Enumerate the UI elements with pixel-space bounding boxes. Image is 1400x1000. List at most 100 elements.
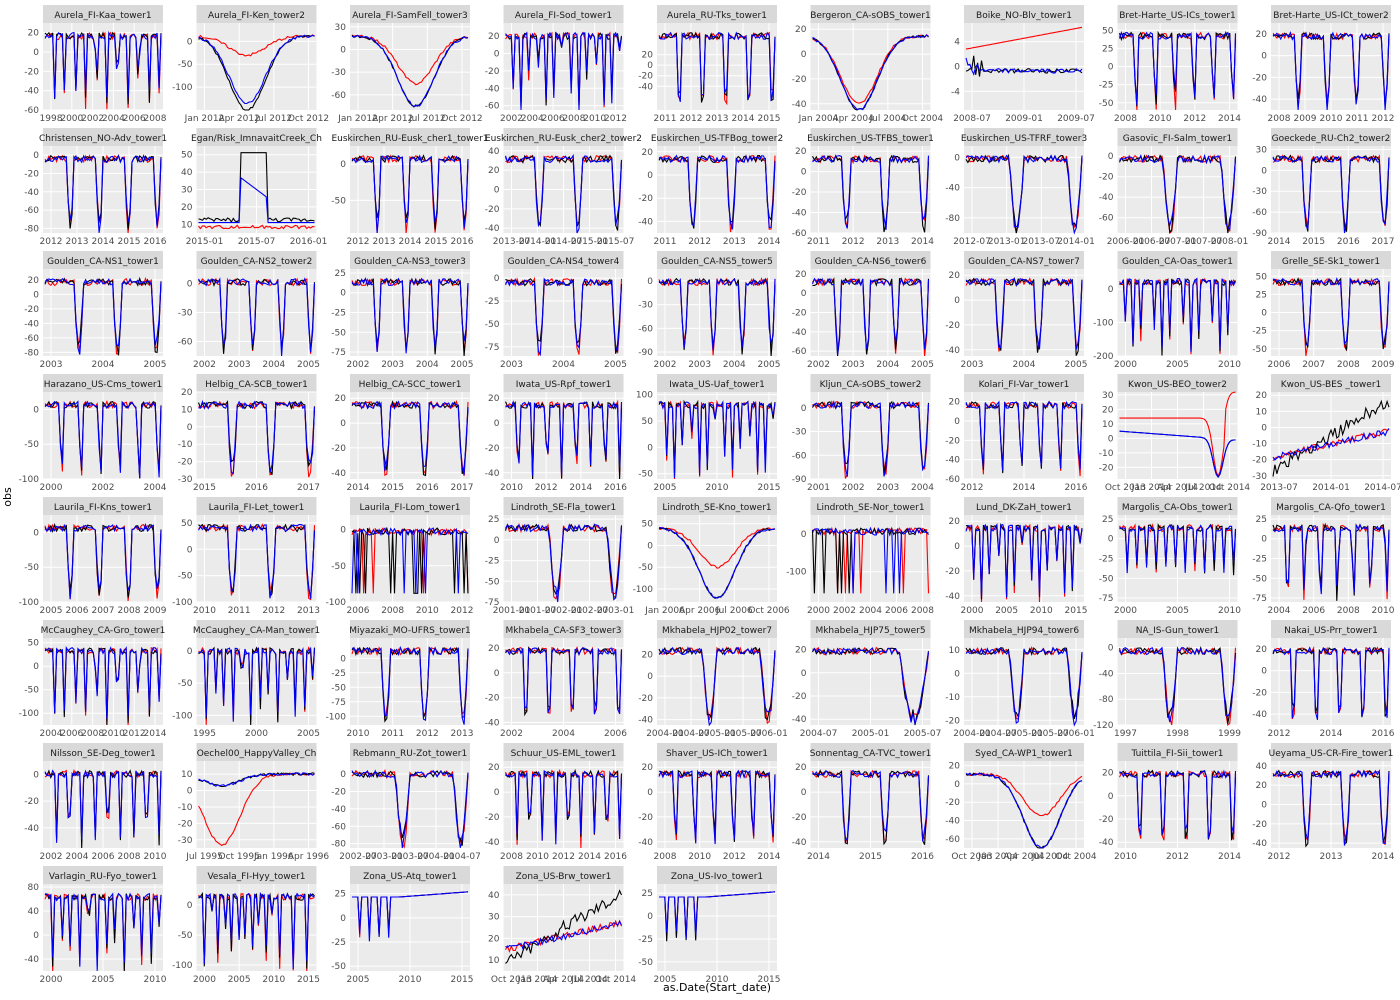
y-tick-label: -60 <box>24 106 39 116</box>
series-blue-line <box>965 646 1083 727</box>
x-tick-label: 2005 <box>654 975 677 985</box>
y-tick-label: 25 <box>1102 44 1113 54</box>
y-tick-label: 0 <box>1108 285 1114 295</box>
y-tick-label: 20 <box>181 203 193 213</box>
x-tick-label: 2005-07 <box>1031 729 1069 739</box>
strip-label: Laurila_FI-Let_tower1 <box>209 503 305 513</box>
y-tick-label: 0 <box>340 770 346 780</box>
x-tick-label: 2000 <box>40 483 63 493</box>
y-tick-label: -40 <box>638 217 653 227</box>
y-tick-label: -20 <box>485 694 500 704</box>
strip-background <box>196 374 317 392</box>
series-red-line <box>505 276 623 357</box>
x-tick-label: 2016 <box>604 483 627 493</box>
y-tick-label: -40 <box>945 592 960 602</box>
strip-label: Goeckede_RU-Ch2_tower2 <box>1272 134 1391 144</box>
strip-label: Bret-Harte_US-ICs_tower1 <box>1119 11 1236 21</box>
series-black-line <box>198 523 316 599</box>
x-tick-label: 2008-01 <box>1211 237 1249 247</box>
x-tick-label: 2008 <box>81 729 104 739</box>
y-tick-label: -50 <box>178 679 193 689</box>
x-tick-label: 2014 <box>1013 483 1036 493</box>
series-black-line <box>505 889 623 964</box>
y-tick-label: 0 <box>647 788 653 798</box>
strip-background <box>350 374 470 392</box>
series-blue-line <box>505 920 622 951</box>
series-blue-line <box>198 277 316 357</box>
series-red-line <box>1119 391 1236 478</box>
y-tick-label: -30 <box>178 475 193 485</box>
x-tick-label: 2004 <box>1013 360 1036 370</box>
x-tick-label: 2005 <box>144 360 167 370</box>
facet-panel: Rebmann_RU-Zot_tower1 0 -20 -40 -60 -80 2002-0… <box>331 743 481 862</box>
strip-label: Lindroth_SE-Fla_tower1 <box>511 503 616 513</box>
y-tick-label: -20 <box>485 67 500 77</box>
y-tick-label: 30 <box>488 913 500 923</box>
strip-label: Goulden_CA-NS3_tower3 <box>354 257 466 267</box>
y-tick-label: -20 <box>24 169 39 179</box>
y-tick-label: 0 <box>801 669 807 679</box>
x-tick-label: 2010 <box>706 483 729 493</box>
x-tick-label: 2014 <box>758 852 781 862</box>
series-blue-line <box>1272 155 1390 234</box>
x-tick-label: Oct 2012 <box>441 114 482 124</box>
facet-panel: Kwon_US-BES _tower1 20 10 0 -10 -20 -302013-07… <box>1252 374 1400 493</box>
x-tick-label: Jul 1995 <box>185 852 223 862</box>
y-tick-label: 0 <box>33 528 39 538</box>
strip-label: Harazano_US-Cms_tower1 <box>44 380 163 390</box>
strip-label: Shaver_US-ICh_tower1 <box>666 749 768 759</box>
x-tick-label: 2009-07 <box>1057 114 1095 124</box>
y-tick-label: 0 <box>494 49 500 59</box>
strip-label: Euskirchen_RU-Eusk_cher2_tower2 <box>485 134 642 144</box>
strip-background <box>964 5 1084 23</box>
series-blue-line <box>505 31 623 111</box>
x-tick-label: 2003 <box>40 360 63 370</box>
series-blue-line <box>1119 430 1236 479</box>
series-blue-line <box>1272 646 1390 721</box>
y-tick-label: -40 <box>485 469 500 479</box>
series-blue-line <box>352 891 469 942</box>
facet-panel: Gasovic_FI-Salm_tower10-20-40-602006-012… <box>1099 128 1249 247</box>
x-tick-label: 2012 <box>347 237 370 247</box>
series-blue-line <box>1272 769 1390 846</box>
series-black-line <box>505 278 623 354</box>
y-tick-label: -100 <box>19 598 40 608</box>
strip-background <box>1271 620 1391 638</box>
strip-background <box>350 497 470 515</box>
x-tick-label: 2004 <box>552 360 575 370</box>
x-tick-label: 2014 <box>144 729 167 739</box>
y-tick-label: 0 <box>1261 52 1267 62</box>
y-tick-label: 0 <box>801 168 807 178</box>
y-tick-label: -60 <box>638 324 653 334</box>
y-tick-label: 0 <box>1261 423 1267 433</box>
y-tick-label: -60 <box>792 451 807 461</box>
x-tick-label: 2016 <box>451 237 474 247</box>
x-tick-label: 2004 <box>521 114 544 124</box>
strip-label: Goulden_CA-Oas_tower1 <box>1122 257 1233 267</box>
strip-label: Zona_US-Ivo_tower1 <box>671 872 763 882</box>
x-tick-label: 2015 <box>1302 237 1325 247</box>
x-tick-label: 2016 <box>144 237 167 247</box>
x-tick-label: 2012 <box>842 237 865 247</box>
y-tick-label: 0 <box>187 787 193 797</box>
x-tick-label: Jan 2014 <box>517 975 558 985</box>
y-tick-label: -30 <box>792 428 807 438</box>
x-tick-label: 2014-01 <box>519 237 557 247</box>
strip-label: Goulden_CA-NS2_tower2 <box>201 257 313 267</box>
x-tick-label: Apr 2004 <box>1003 852 1045 862</box>
strip-background <box>1271 251 1391 269</box>
strip-background <box>657 374 777 392</box>
y-tick-label: 0 <box>801 530 807 540</box>
x-tick-label: 2015-01 <box>186 237 224 247</box>
series-black-line <box>1272 769 1390 848</box>
x-tick-label: 2014 <box>347 483 370 493</box>
y-tick-label: 10 <box>181 220 193 230</box>
series-black-line <box>965 276 1083 356</box>
y-tick-label: 0 <box>187 280 193 290</box>
x-tick-label: 2008-07 <box>953 114 991 124</box>
series-red-line <box>351 646 469 721</box>
